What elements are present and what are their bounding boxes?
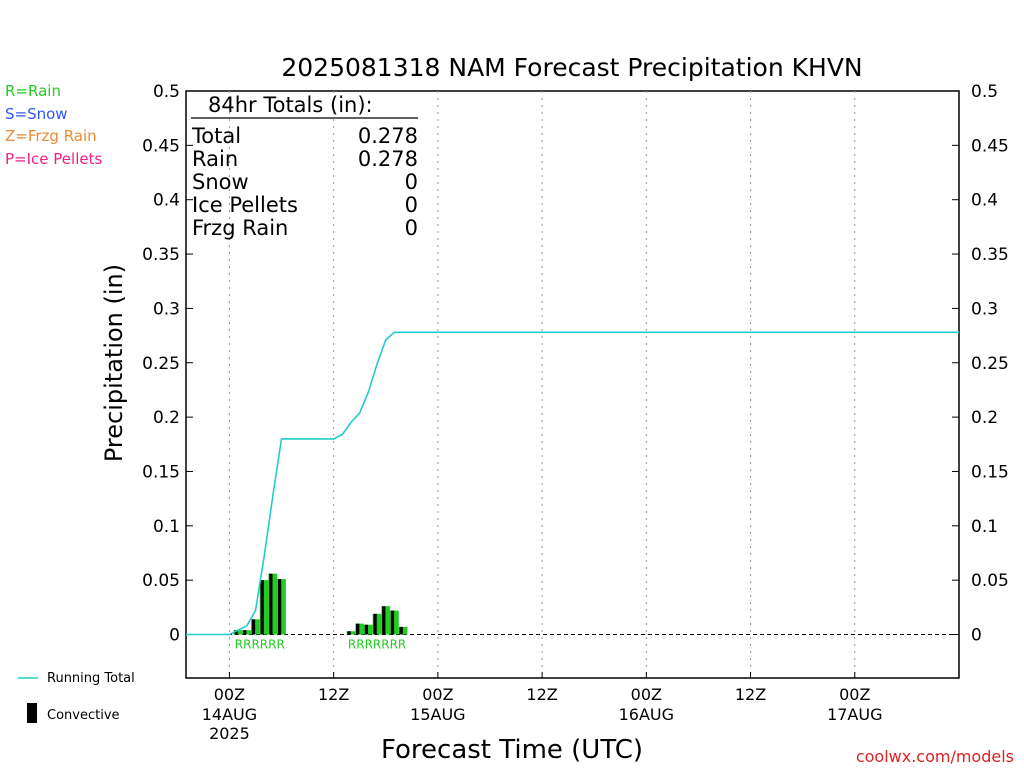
convective-bar bbox=[234, 630, 238, 635]
precip-type-label: RRRRRR bbox=[235, 638, 285, 652]
rain-bar bbox=[381, 606, 391, 635]
totals-row-value: 0 bbox=[405, 193, 418, 217]
x-tick-date: 16AUG bbox=[619, 705, 674, 724]
y-tick-label: 0.05 bbox=[142, 571, 180, 591]
y-axis-label: Precipitation (in) bbox=[100, 264, 128, 462]
x-tick-label: 00Z bbox=[839, 685, 870, 704]
rain-bar bbox=[398, 626, 408, 635]
convective-legend-swatch bbox=[27, 703, 37, 723]
credit-text: coolwx.com/models bbox=[856, 747, 1014, 766]
convective-bar bbox=[373, 613, 377, 635]
convective-bar bbox=[390, 610, 395, 635]
chart-title: 2025081318 NAM Forecast Precipitation KH… bbox=[281, 53, 862, 82]
x-tick-date: 17AUG bbox=[827, 705, 882, 724]
x-tick-date: 15AUG bbox=[410, 705, 465, 724]
y-tick-label: 0.1 bbox=[971, 517, 998, 537]
legend-frzg-rain: Z=Frzg Rain bbox=[5, 127, 97, 145]
totals-row-label: Total bbox=[191, 124, 241, 148]
convective-bar bbox=[243, 630, 247, 635]
rain-bar bbox=[364, 624, 373, 635]
y-tick-label: 0.2 bbox=[153, 408, 180, 428]
rain-bar bbox=[390, 610, 399, 635]
rain-bar bbox=[355, 623, 365, 635]
y-axis-left: 0 0.05 0.1 0.15 0.2 0.25 0.3 0.35 0.4 0.45 0.5 bbox=[142, 82, 193, 646]
y-tick-label: 0.5 bbox=[971, 82, 998, 102]
rain-bar bbox=[372, 613, 382, 635]
y-tick-label: 0.45 bbox=[142, 136, 180, 156]
totals-box: 84hr Totals (in): Total 0.278 Rain 0.278 Sno… bbox=[191, 93, 418, 240]
convective-bar bbox=[364, 624, 369, 635]
series-legend: Running Total Convective bbox=[18, 671, 135, 723]
running-total-line bbox=[186, 331, 959, 636]
x-tick-year: 2025 bbox=[209, 724, 250, 743]
y-tick-label: 0.15 bbox=[142, 462, 180, 482]
y-tick-label: 0.1 bbox=[153, 517, 180, 537]
y-tick-label: 0.35 bbox=[142, 245, 180, 265]
y-tick-label: 0.25 bbox=[142, 354, 180, 374]
legend-snow: S=Snow bbox=[5, 105, 68, 123]
convective-bar bbox=[347, 631, 351, 635]
y-tick-label: 0.35 bbox=[971, 245, 1009, 265]
y-tick-label: 0.5 bbox=[153, 82, 180, 102]
gridlines bbox=[228, 91, 856, 678]
legend-rain: R=Rain bbox=[5, 82, 61, 100]
x-tick-label: 00Z bbox=[631, 685, 662, 704]
rain-bar bbox=[233, 630, 243, 635]
running-total-legend-label: Running Total bbox=[47, 671, 135, 686]
totals-row-value: 0.278 bbox=[358, 147, 418, 171]
convective-bar bbox=[277, 579, 282, 635]
x-tick-label: 12Z bbox=[735, 685, 766, 704]
totals-row-label: Frzg Rain bbox=[192, 216, 288, 240]
rain-bar bbox=[277, 579, 286, 635]
y-tick-label: 0.3 bbox=[971, 299, 998, 319]
y-tick-label: 0.45 bbox=[971, 136, 1009, 156]
totals-row-label: Snow bbox=[192, 170, 249, 194]
rain-bar bbox=[251, 619, 260, 635]
precip-bars bbox=[233, 573, 408, 635]
y-tick-label: 0.15 bbox=[971, 462, 1009, 482]
legend-ice-pellets: P=Ice Pellets bbox=[5, 150, 102, 168]
y-tick-label: 0.2 bbox=[971, 408, 998, 428]
convective-bar bbox=[251, 619, 256, 635]
y-tick-label: 0.25 bbox=[971, 354, 1009, 374]
precip-type-legend: R=Rain S=Snow Z=Frzg Rain P=Ice Pellets bbox=[5, 82, 102, 168]
rain-bar bbox=[259, 580, 269, 635]
precip-type-labels: RRRRRR RRRRRRR bbox=[235, 638, 406, 652]
convective-bar bbox=[269, 573, 273, 635]
totals-header: 84hr Totals (in): bbox=[208, 93, 373, 117]
totals-row-label: Ice Pellets bbox=[192, 193, 298, 217]
rain-bar bbox=[268, 573, 278, 635]
convective-bar bbox=[356, 623, 360, 635]
x-tick-label: 12Z bbox=[318, 685, 349, 704]
rain-bar bbox=[242, 630, 252, 635]
y-axis-right: 0 0.05 0.1 0.15 0.2 0.25 0.3 0.35 0.4 0.45 0.5 bbox=[952, 82, 1009, 646]
y-tick-label: 0.3 bbox=[153, 299, 180, 319]
totals-row-value: 0 bbox=[405, 216, 418, 240]
x-tick-date: 14AUG bbox=[202, 705, 257, 724]
y-tick-label: 0.05 bbox=[971, 571, 1009, 591]
x-tick-label: 00Z bbox=[422, 685, 453, 704]
convective-bar bbox=[260, 580, 264, 635]
x-tick-label: 12Z bbox=[526, 685, 557, 704]
y-tick-label: 0 bbox=[971, 626, 982, 646]
y-tick-label: 0.4 bbox=[971, 191, 998, 211]
convective-bar bbox=[382, 606, 386, 635]
x-tick-label: 00Z bbox=[214, 685, 245, 704]
x-axis-label: Forecast Time (UTC) bbox=[381, 735, 643, 765]
plot-area bbox=[185, 90, 960, 679]
totals-row-value: 0.278 bbox=[358, 124, 418, 148]
rain-bar bbox=[346, 631, 356, 635]
convective-legend-label: Convective bbox=[47, 708, 120, 723]
precip-type-label: RRRRRRR bbox=[348, 638, 406, 652]
y-tick-label: 0.4 bbox=[153, 191, 180, 211]
totals-row-value: 0 bbox=[405, 170, 418, 194]
totals-row-label: Rain bbox=[192, 147, 238, 171]
convective-bar bbox=[399, 626, 403, 635]
y-tick-label: 0 bbox=[169, 626, 180, 646]
